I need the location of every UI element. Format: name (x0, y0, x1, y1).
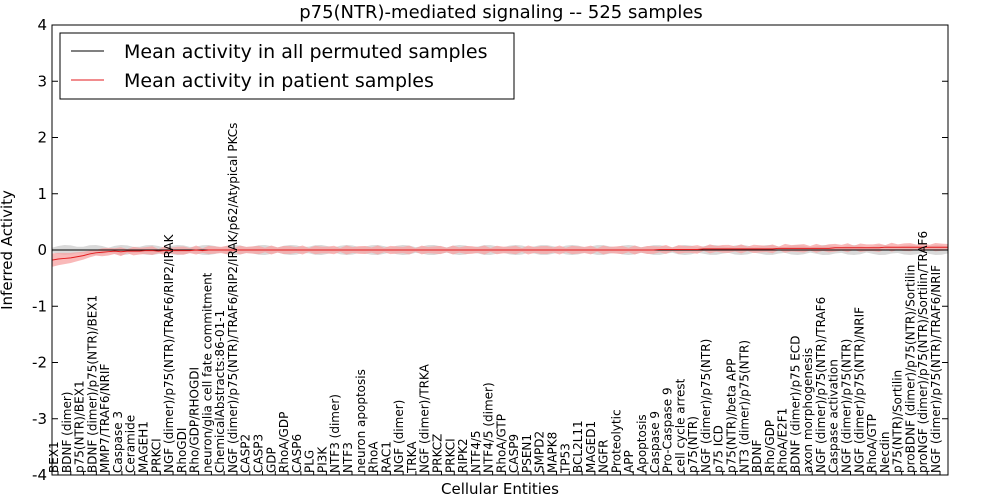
chart-title: p75(NTR)-mediated signaling -- 525 sampl… (299, 2, 703, 23)
entity-label: NGF (dimer)/p75(NTR)/TRAF6 (814, 297, 828, 473)
legend: Mean activity in all permuted samples Me… (59, 32, 515, 100)
entity-label: CASP6 (290, 434, 304, 473)
entity-label: RhoA (367, 441, 381, 473)
entity-label: MAPK8 (546, 432, 560, 473)
entity-label: BDNF (dimer)/p75 ECD (788, 336, 802, 473)
legend-box (59, 32, 515, 100)
entity-label: TRKA (405, 441, 419, 474)
entity-label: ChemicalAbstracts:86-01-1 (213, 310, 227, 473)
y-tick-label: 1 (37, 185, 47, 203)
y-tick-label: 4 (37, 16, 47, 34)
entity-label: BDNF (dimer)/p75(NTR)/BEX1 (85, 295, 99, 473)
entity-label: Rho/GDP (763, 420, 777, 473)
entity-label: NGF (dimer)/TRKA (418, 363, 432, 473)
entity-label: PSEN1 (520, 434, 534, 473)
entity-label: BEX1 (47, 441, 61, 473)
entity-label: CASP3 (252, 434, 266, 473)
entity-label: MMP7/TRAF6/NRIF (98, 364, 112, 473)
y-tick-label: 0 (37, 241, 47, 259)
entity-label: RhoA/GTP (865, 414, 879, 473)
entity-label: Rho/GDP/RHOGDI (188, 367, 202, 473)
entity-label: NGF (dimer)/p75(NTR)/NRIF (852, 307, 866, 473)
y-axis: -4 -3 -2 -1 0 1 2 3 4 (32, 16, 948, 484)
entity-label: axon morphogenesis (801, 348, 815, 473)
entity-label: proNGF (dimer)/p75(NTR)/Sortilin/TRAF6 (916, 231, 930, 473)
entity-label: NGF (dimer)/p75(NTR) (840, 339, 854, 473)
x-axis-title: Cellular Entities (441, 480, 559, 498)
entity-label: BDNF (dimer) (60, 392, 74, 474)
entity-label: SMPD2 (533, 431, 547, 473)
entity-label: APP (622, 450, 636, 473)
y-tick-label: 2 (37, 129, 47, 147)
y-tick-label: -1 (32, 297, 47, 315)
entity-label: p75(NTR) (686, 416, 700, 473)
entity-label: Caspase activation (827, 359, 841, 473)
entity-label: RhoA/GDP (277, 412, 291, 473)
entity-label: NTF3 (341, 442, 355, 473)
y-tick-label: 3 (37, 72, 47, 90)
entity-label: MAGEH1 (136, 421, 150, 473)
entity-label: NGF (dimer) (392, 400, 406, 473)
entity-label: PRKCZ (430, 434, 444, 473)
entity-label: NT3 (dimer)/p75(NTR) (737, 340, 751, 473)
entity-label: PLG (303, 450, 317, 473)
entity-label: PRKCI (443, 438, 457, 473)
entity-label: RhoGDI (175, 428, 189, 473)
entity-label: TP53 (558, 443, 572, 474)
entity-label: Pro-Caspase 9 (661, 387, 675, 473)
entity-label: NGF (dimer)/p75(NTR)/TRAF6/RIP2/IRAK/p62… (226, 123, 240, 473)
y-tick-label: -4 (32, 466, 47, 484)
entity-label: RhoA/E2F1 (776, 408, 790, 473)
entity-label: Ceramide (124, 415, 138, 473)
entity-label: NTF3 (dimer) (328, 394, 342, 473)
entity-label: proBDNF (dimer)/p75(NTR)/Sortilin (903, 265, 917, 473)
entity-label: neuron/glia cell fate commitment (200, 272, 214, 473)
entity-label: p75 ICD (712, 425, 726, 473)
entity-label: cell cycle arrest (673, 378, 687, 473)
entity-label: CASP2 (239, 434, 253, 473)
legend-label-permuted: Mean activity in all permuted samples (124, 41, 487, 63)
patient-mean-line (51, 246, 948, 261)
entity-label: Caspase 3 (111, 411, 125, 473)
entity-label: p75(NTR)/beta APP (724, 359, 738, 474)
entity-label: CASP9 (507, 434, 521, 473)
entity-label: NGF (dimer)/p75(NTR)/TRAF6/NRIF (929, 265, 943, 473)
entity-label: GDP (264, 447, 278, 473)
legend-label-patient: Mean activity in patient samples (124, 70, 434, 92)
entity-label: p75(NTR)/BEX1 (73, 380, 87, 473)
plot-area (51, 242, 948, 267)
entity-label: NGF (dimer)/p75(NTR)/TRAF6/RIP2/IRAK (162, 233, 176, 473)
entity-label: RAC1 (379, 441, 393, 473)
entity-label: PI3K (315, 446, 329, 473)
y-tick-label: -2 (32, 354, 47, 372)
entity-label: NTF4/5 (469, 430, 483, 473)
entity-label: BDNF (750, 440, 764, 473)
entity-label: Apoptosis (635, 414, 649, 473)
entity-label: neuron apoptosis (354, 369, 368, 473)
y-tick-label: -3 (32, 410, 47, 428)
entity-label: Caspase 9 (648, 411, 662, 473)
entity-label: Proteolytic (609, 409, 623, 473)
entity-label: RhoA/GTP (494, 414, 508, 473)
y-axis-title: Inferred Activity (0, 190, 16, 310)
entity-label: p75(NTR)/Sortilin (891, 370, 905, 473)
entity-label: Necdin (878, 431, 892, 473)
entity-label: BCL2L11 (571, 420, 585, 473)
entity-label: NGFR (597, 439, 611, 473)
entity-label: NTF4/5 (dimer) (482, 382, 496, 473)
entity-label: NGF (dimer)/p75(NTR) (699, 339, 713, 473)
entity-label: PRKCI (149, 438, 163, 473)
entity-label: RIPK2 (456, 438, 470, 473)
entity-label: MAGED1 (584, 421, 598, 473)
